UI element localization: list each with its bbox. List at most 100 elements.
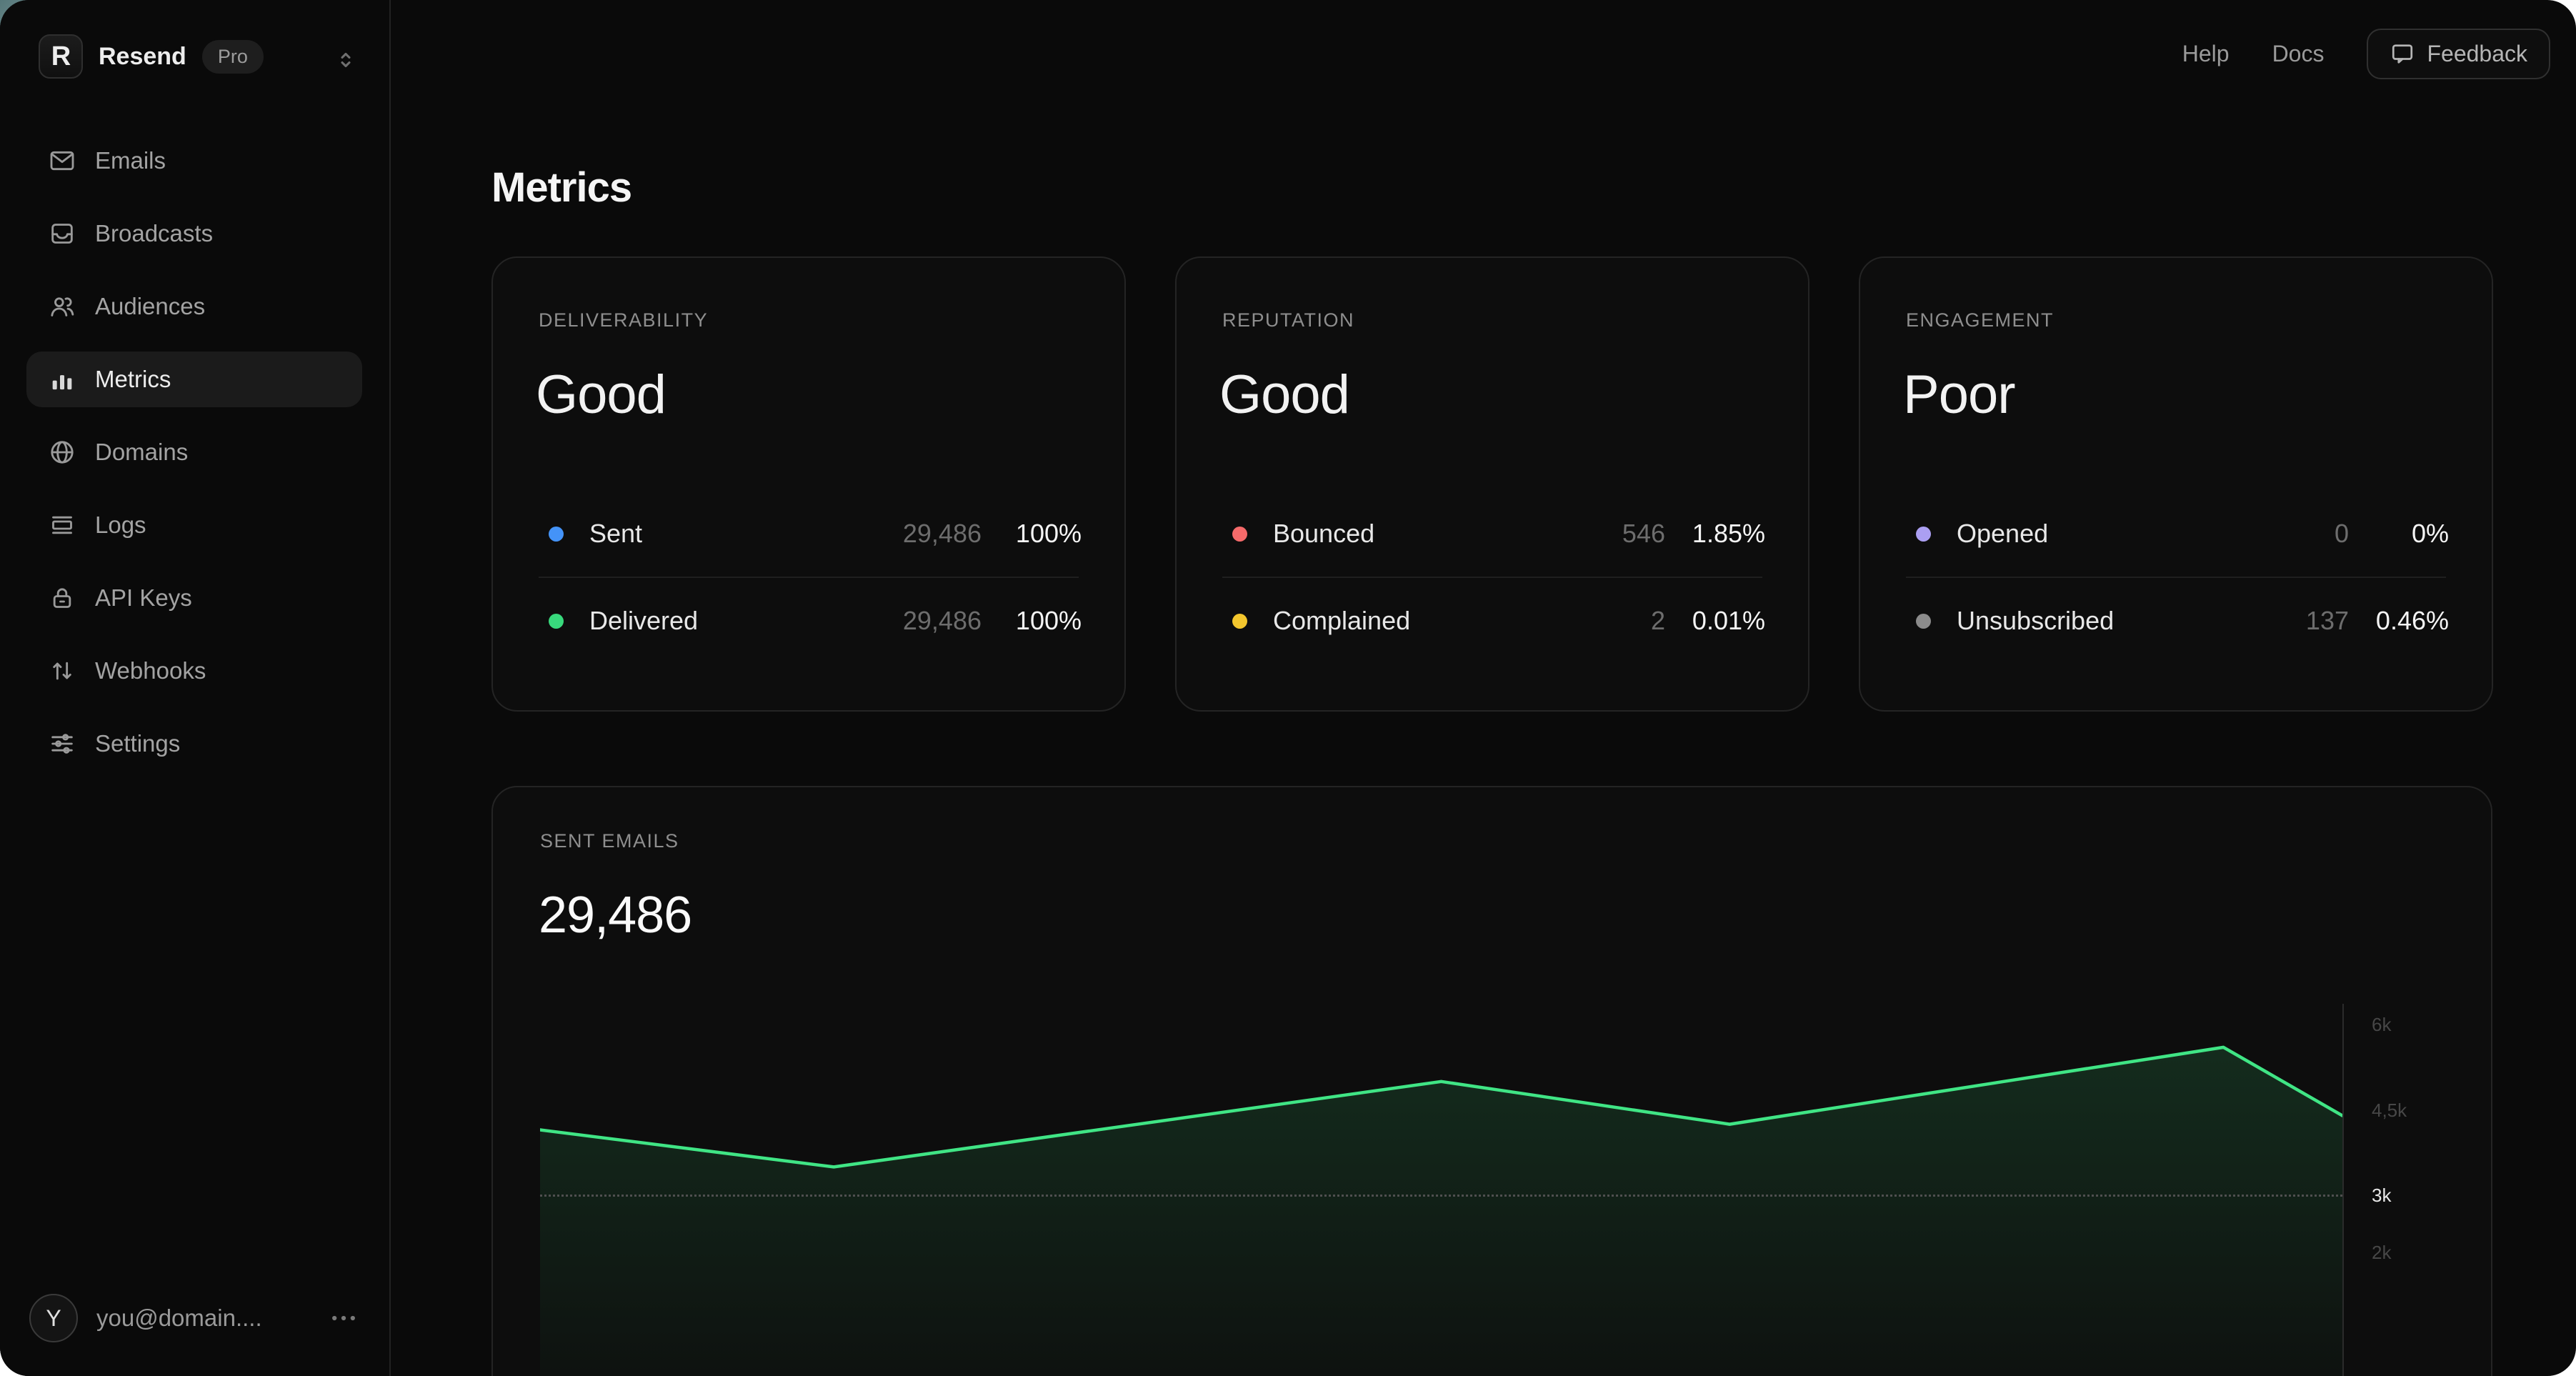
- metric-value: 29,486: [902, 519, 982, 548]
- card-label: REPUTATION: [1222, 309, 1355, 331]
- sent-emails-card: SENT EMAILS 29,486 6k 4,5k 3k 2k: [491, 786, 2492, 1376]
- user-email: you@domain....: [96, 1305, 262, 1331]
- reputation-card: REPUTATION Good Bounced 546 1.85% Compla…: [1175, 256, 1809, 712]
- sidebar-nav: Emails Broadcasts Audiences: [26, 133, 362, 772]
- y-axis-line: [2342, 1004, 2344, 1376]
- metric-percent: 1.85%: [1692, 519, 1765, 548]
- y-tick-label: 4,5k: [2372, 1100, 2407, 1121]
- speech-bubble-icon: [2390, 41, 2415, 66]
- envelope-icon: [46, 145, 78, 176]
- metric-row-unsubscribed: Unsubscribed 137 0.46%: [1906, 588, 2449, 654]
- divider: [539, 577, 1079, 578]
- metric-row-delivered: Delivered 29,486 100%: [539, 588, 1082, 654]
- card-status: Good: [536, 364, 667, 425]
- area-fill: [540, 1047, 2342, 1376]
- sidebar-item-settings[interactable]: Settings: [26, 716, 362, 772]
- legend-dot: [1916, 613, 1931, 629]
- metric-name: Opened: [1957, 519, 2049, 548]
- help-link[interactable]: Help: [2182, 40, 2230, 66]
- sidebar-item-audiences[interactable]: Audiences: [26, 279, 362, 334]
- sidebar-item-label: Domains: [95, 439, 189, 465]
- sidebar-item-logs[interactable]: Logs: [26, 497, 362, 553]
- divider: [1222, 577, 1762, 578]
- ellipsis-icon[interactable]: [316, 1302, 359, 1334]
- card-status: Good: [1219, 364, 1350, 425]
- feedback-button[interactable]: Feedback: [2367, 28, 2550, 79]
- metric-name: Complained: [1273, 606, 1411, 635]
- chart-total: 29,486: [539, 887, 692, 944]
- y-tick-label: 2k: [2372, 1242, 2392, 1263]
- legend-dot: [549, 526, 564, 542]
- inbox-tray-icon: [46, 218, 78, 249]
- metric-row-opened: Opened 0 0%: [1906, 501, 2449, 567]
- page-title: Metrics: [491, 164, 632, 211]
- users-icon: [46, 291, 78, 322]
- rows-icon: [46, 509, 78, 541]
- legend-dot: [1232, 526, 1247, 542]
- top-bar: Help Docs Feedback: [2182, 28, 2550, 79]
- bar-chart-icon: [46, 364, 78, 395]
- feedback-label: Feedback: [2427, 40, 2527, 66]
- card-status: Poor: [1903, 364, 2016, 425]
- metric-percent: 0.46%: [2375, 606, 2449, 635]
- legend-dot: [1916, 526, 1931, 542]
- globe-icon: [46, 437, 78, 468]
- metric-percent: 100%: [1015, 606, 1082, 635]
- chevron-up-down-icon[interactable]: [330, 44, 361, 76]
- sidebar-item-label: Emails: [95, 147, 166, 174]
- metric-row-complained: Complained 2 0.01%: [1222, 588, 1765, 654]
- metric-name: Sent: [589, 519, 643, 548]
- metric-value: 0: [2334, 519, 2349, 548]
- sent-emails-chart[interactable]: [540, 998, 2344, 1376]
- workspace-switcher[interactable]: R Resend Pro: [39, 34, 264, 79]
- sidebar: R Resend Pro Emails: [0, 0, 391, 1376]
- workspace-name: Resend: [99, 42, 186, 70]
- sidebar-item-broadcasts[interactable]: Broadcasts: [26, 206, 362, 261]
- card-label: ENGAGEMENT: [1906, 309, 2055, 331]
- sidebar-item-label: Webhooks: [95, 657, 206, 684]
- resend-logo: R: [39, 34, 83, 79]
- sidebar-item-label: Settings: [95, 730, 181, 757]
- sent-line: [540, 1045, 2342, 1169]
- reference-line: [540, 1195, 2342, 1197]
- metric-value: 137: [2305, 606, 2349, 635]
- sidebar-item-emails[interactable]: Emails: [26, 133, 362, 189]
- metric-row-sent: Sent 29,486 100%: [539, 501, 1082, 567]
- metric-value: 29,486: [902, 606, 982, 635]
- sidebar-item-label: Metrics: [95, 366, 171, 392]
- arrows-up-down-icon: [46, 655, 78, 687]
- metric-value: 2: [1650, 606, 1665, 635]
- y-tick-label: 3k: [2372, 1185, 2392, 1206]
- metric-row-bounced: Bounced 546 1.85%: [1222, 501, 1765, 567]
- metric-percent: 0%: [2411, 519, 2449, 548]
- metric-name: Unsubscribed: [1957, 606, 2115, 635]
- y-tick-label: 6k: [2372, 1014, 2392, 1035]
- deliverability-card: DELIVERABILITY Good Sent 29,486 100% Del…: [491, 256, 1126, 712]
- sidebar-item-label: Logs: [95, 512, 146, 538]
- sidebar-item-metrics[interactable]: Metrics: [26, 352, 362, 407]
- legend-dot: [549, 613, 564, 629]
- sliders-icon: [46, 728, 78, 759]
- docs-link[interactable]: Docs: [2272, 40, 2325, 66]
- metric-name: Delivered: [589, 606, 699, 635]
- account-menu[interactable]: Y you@domain....: [29, 1293, 359, 1343]
- card-label: DELIVERABILITY: [539, 309, 709, 331]
- divider: [1906, 577, 2446, 578]
- metric-name: Bounced: [1273, 519, 1375, 548]
- engagement-card: ENGAGEMENT Poor Opened 0 0% Unsubscribed: [1859, 256, 2493, 712]
- sidebar-item-label: Broadcasts: [95, 220, 214, 246]
- metric-percent: 100%: [1015, 519, 1082, 548]
- sidebar-item-domains[interactable]: Domains: [26, 424, 362, 480]
- plan-badge: Pro: [201, 39, 264, 74]
- lock-icon: [46, 582, 78, 614]
- metric-value: 546: [1622, 519, 1665, 548]
- sidebar-item-label: Audiences: [95, 293, 206, 319]
- sidebar-item-label: API Keys: [95, 584, 192, 611]
- sidebar-item-api-keys[interactable]: API Keys: [26, 570, 362, 626]
- sidebar-item-webhooks[interactable]: Webhooks: [26, 643, 362, 699]
- avatar: Y: [29, 1294, 78, 1342]
- main-content: Help Docs Feedback Metrics DELIVERABILIT…: [391, 0, 2576, 1376]
- chart-title: SENT EMAILS: [540, 830, 679, 852]
- legend-dot: [1232, 613, 1247, 629]
